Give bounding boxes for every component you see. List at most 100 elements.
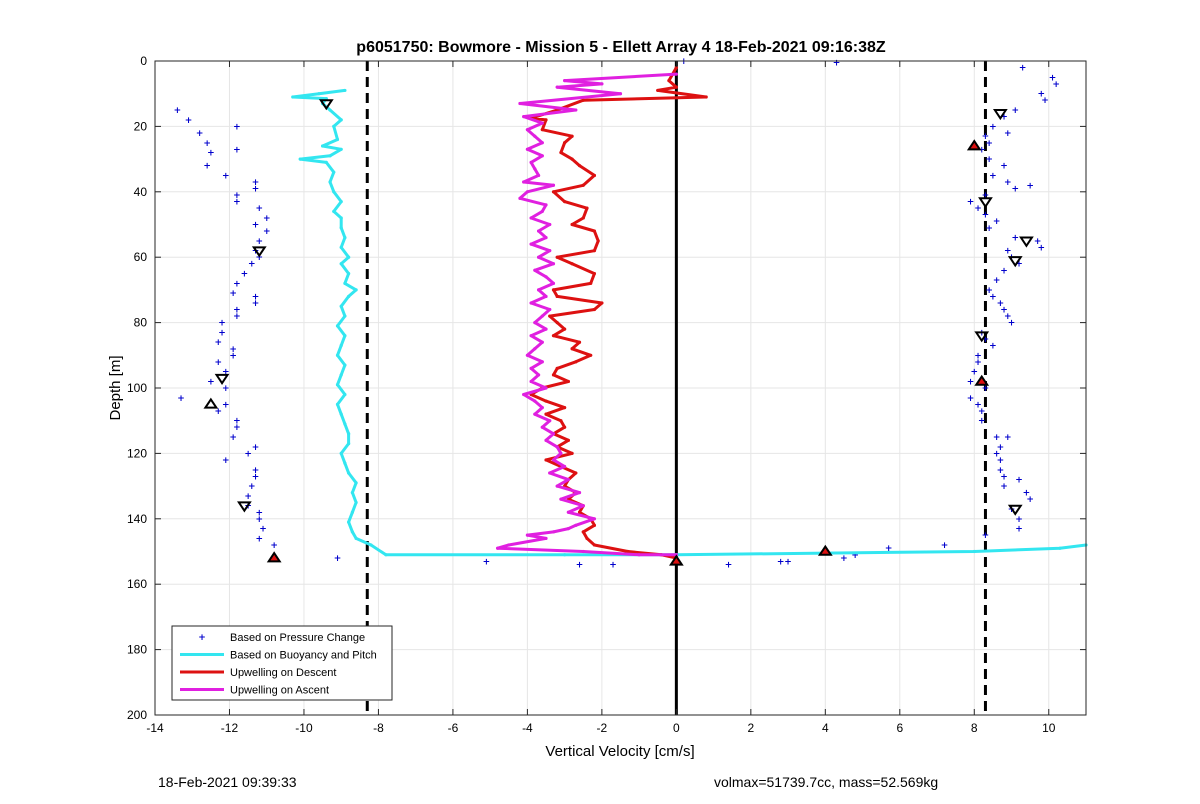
pressure-point: +	[222, 171, 230, 181]
series-point	[704, 95, 708, 99]
pressure-point: +	[974, 400, 982, 410]
series-point	[570, 157, 574, 161]
series-point	[574, 523, 578, 527]
series-point	[343, 314, 347, 318]
series-point	[581, 530, 585, 534]
series-point	[574, 471, 578, 475]
series-point	[332, 209, 336, 214]
y-tick-label: 20	[134, 119, 148, 133]
series-point	[540, 425, 544, 429]
triangle-marker	[992, 109, 1008, 121]
series-point	[563, 464, 567, 469]
series-point	[589, 353, 593, 357]
x-tick-label: -8	[373, 721, 384, 735]
pressure-point: +	[978, 328, 986, 338]
x-tick-label: 10	[1042, 721, 1056, 735]
series-point	[551, 373, 556, 377]
series-point	[559, 497, 563, 501]
series-point	[343, 235, 347, 240]
pressure-point: +	[1004, 312, 1012, 322]
series-point	[540, 406, 544, 410]
axis-ticks: -14 -12 -10 -8 -6 -4 -2 0 2 4 6 8 100204060801001201…	[127, 54, 1086, 735]
series-point	[536, 229, 541, 233]
pressure-point: +	[252, 178, 260, 188]
series-point	[555, 484, 559, 488]
series-point	[529, 160, 533, 164]
series-point	[529, 334, 533, 338]
series-point	[343, 334, 347, 338]
pressure-point: +	[989, 341, 997, 351]
pressure-point: +	[993, 217, 1001, 227]
pressure-point: +	[1023, 489, 1031, 499]
pressure-point: +	[215, 338, 223, 348]
pressure-point: +	[1008, 319, 1016, 329]
series-point	[544, 275, 548, 279]
series-point	[339, 304, 343, 308]
series-point	[592, 249, 597, 253]
series-point	[563, 425, 567, 429]
series-point	[596, 239, 600, 243]
legend-swatch: +	[198, 633, 206, 643]
pressure-point: +	[255, 237, 263, 247]
x-tick-label: 8	[971, 721, 978, 735]
pressure-point: +	[233, 423, 241, 433]
series-point	[592, 173, 597, 178]
pressure-point: +	[997, 466, 1005, 476]
pressure-point: +	[244, 492, 252, 502]
series-point	[525, 190, 530, 194]
series-point	[533, 347, 537, 351]
series-point	[339, 373, 343, 377]
pressure-point: +	[252, 185, 260, 195]
y-tick-label: 60	[134, 250, 148, 264]
series-point	[347, 520, 351, 524]
series-point	[585, 536, 589, 541]
pressure-point: +	[222, 384, 230, 394]
y-tick-label: 0	[140, 54, 147, 68]
pressure-point: +	[1015, 515, 1023, 525]
series-point	[540, 141, 544, 145]
pressure-point: +	[784, 557, 792, 567]
series-point	[335, 402, 340, 406]
series-point	[335, 353, 340, 357]
series-point	[540, 121, 544, 125]
series-line	[529, 66, 708, 560]
triangle-markers	[203, 99, 1034, 566]
pressure-point: +	[252, 299, 260, 309]
series-point	[581, 549, 585, 554]
series-point	[551, 458, 556, 462]
series-point	[350, 530, 354, 534]
legend-label: Upwelling on Ascent	[230, 685, 329, 697]
series-point	[548, 419, 552, 423]
series-point	[581, 98, 585, 102]
series-point	[555, 255, 559, 259]
x-tick-label: 6	[896, 721, 903, 735]
triangle-marker	[974, 374, 990, 386]
pressure-point: +	[997, 443, 1005, 453]
triangle-marker	[266, 551, 282, 563]
series-point	[339, 147, 343, 151]
pressure-point: +	[222, 400, 230, 410]
pressure-point: +	[978, 145, 986, 155]
pressure-point: +	[978, 417, 986, 427]
pressure-point: +	[993, 433, 1001, 443]
series-point	[592, 517, 597, 521]
pressure-point: +	[777, 557, 785, 567]
pressure-point: +	[207, 377, 215, 387]
pressure-point: +	[1038, 243, 1046, 253]
pressure-point: +	[233, 417, 241, 427]
series-point	[533, 268, 537, 272]
series-point	[566, 438, 570, 442]
series-point	[592, 229, 597, 233]
series-point	[592, 271, 597, 276]
series-point	[339, 412, 343, 416]
y-tick-label: 120	[127, 446, 147, 460]
series-point	[544, 458, 548, 462]
pressure-point: +	[840, 554, 848, 564]
series-point	[350, 491, 354, 495]
pressure-point: +	[989, 122, 997, 132]
series-point	[533, 321, 537, 325]
series-point	[354, 481, 358, 485]
series-point	[540, 314, 544, 318]
series-line	[291, 88, 1087, 557]
series-point	[525, 128, 530, 132]
